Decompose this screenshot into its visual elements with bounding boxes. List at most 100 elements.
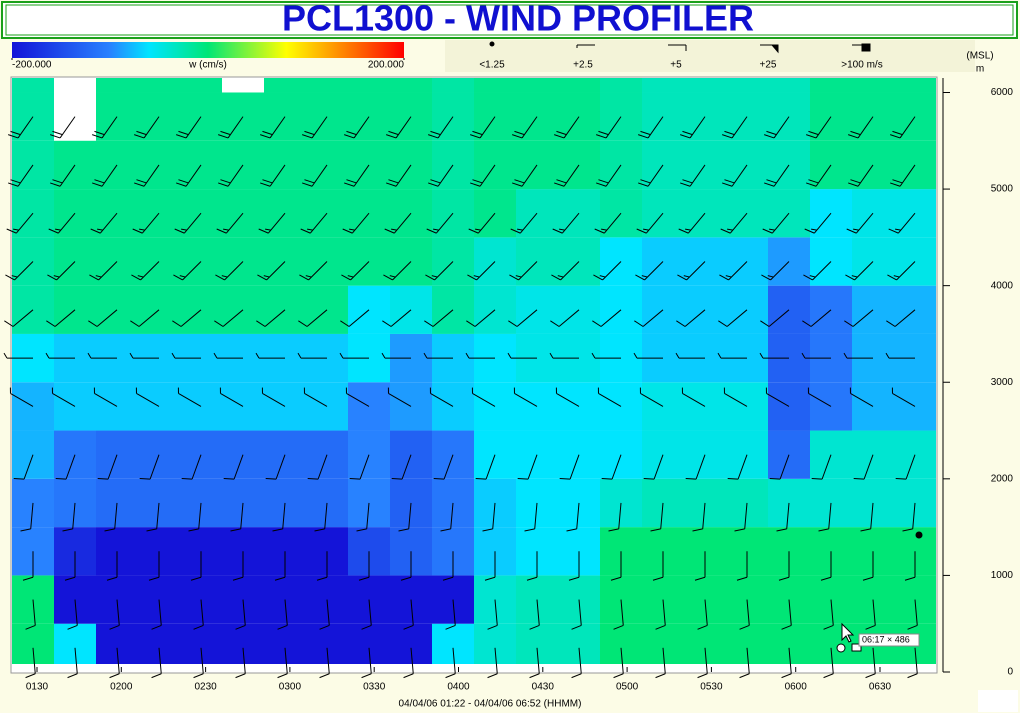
wind-barb [571,647,582,679]
barb-legend-label: +25 [760,60,777,71]
wind-barb [853,454,874,480]
wind-barb [554,116,580,139]
wind-barb [482,502,496,532]
wind-barb [697,647,708,679]
wind-barb [381,352,411,359]
wind-barb [445,647,456,679]
heat-cell [180,140,222,190]
y-tick-label: 2000 [991,473,1014,484]
x-tick-label: 0330 [363,682,386,693]
colorbar-tick-label: -200.000 [12,60,52,71]
wind-barb [258,212,286,234]
wind-barb [848,164,874,187]
wind-barb [781,599,792,630]
wind-barb [300,212,328,234]
heat-cell [768,140,810,190]
wind-barb [340,309,370,327]
wind-barb [174,212,202,234]
wind-barb [555,387,580,407]
wind-barb [596,116,622,139]
wind-barb [678,212,706,234]
wind-barb [608,502,622,532]
heat-cell [894,575,936,624]
wind-barb [475,454,496,480]
barb-legend-label: +5 [670,60,682,71]
wind-barb [885,352,915,359]
wind-barb [261,387,286,407]
wind-barb [554,164,580,187]
wind-barb [93,387,118,407]
wind-barb [549,352,579,359]
wind-barb [25,599,36,630]
colorbar [12,42,404,58]
heat-cell [390,478,432,528]
wind-barb [382,309,412,327]
wind-barb [517,454,538,480]
wind-barb [92,116,118,139]
wind-barb [803,261,832,281]
heat-cell [474,575,516,624]
wind-barb [811,454,832,480]
wind-barb [190,551,202,581]
heat-cell [96,478,138,528]
wind-barb [176,116,202,139]
heat-cell [180,478,222,528]
wind-barb [736,551,748,581]
heat-cell [222,140,264,190]
wind-barb [529,599,540,630]
wind-barb [277,647,288,679]
wind-barb [886,309,916,327]
wind-barb [634,309,664,327]
wind-barb [470,164,496,187]
wind-barb [214,309,244,327]
wind-barb [193,647,204,679]
wind-barb [571,599,582,630]
heat-cell [54,575,96,624]
wind-barb [636,212,664,234]
wind-barb [470,116,496,139]
heatmap [12,78,936,672]
heat-cell [516,78,558,93]
heat-cell [810,140,852,190]
tooltip-icon [851,643,862,652]
wind-barb [51,387,76,407]
wind-barb [761,261,790,281]
wind-barb [171,352,201,359]
x-tick-label: 0400 [447,682,470,693]
wind-barb [386,164,412,187]
wind-barb [13,454,34,480]
heat-cell [96,140,138,190]
heat-cell [12,140,54,190]
wind-barb [129,352,159,359]
heat-cell [516,140,558,190]
wind-barb [904,551,916,581]
wind-barb [509,261,538,281]
wind-barb [739,647,750,679]
x-tick-label: 0500 [616,682,639,693]
wind-barb [513,387,538,407]
heat-cell [306,575,348,624]
wind-barb [467,261,496,281]
wind-barb [298,309,328,327]
wind-barb [5,261,34,281]
wind-barb [907,647,918,679]
wind-barb [97,454,118,480]
wind-barb [8,116,34,139]
plot-bottom-strip [12,664,936,672]
wind-barb [176,164,202,187]
wind-barb [398,502,412,532]
wind-barb [139,454,160,480]
wind-barb [597,387,622,407]
wind-barb [465,352,495,359]
heat-cell [432,78,474,93]
wind-barb [613,599,624,630]
wind-barb [568,551,580,581]
wind-barb [215,261,244,281]
wind-barb [25,647,36,679]
wind-barb [764,164,790,187]
wind-barb [680,164,706,187]
wind-barb [423,352,453,359]
wind-barb [727,454,748,480]
wind-barb [130,309,160,327]
wind-barb [552,212,580,234]
